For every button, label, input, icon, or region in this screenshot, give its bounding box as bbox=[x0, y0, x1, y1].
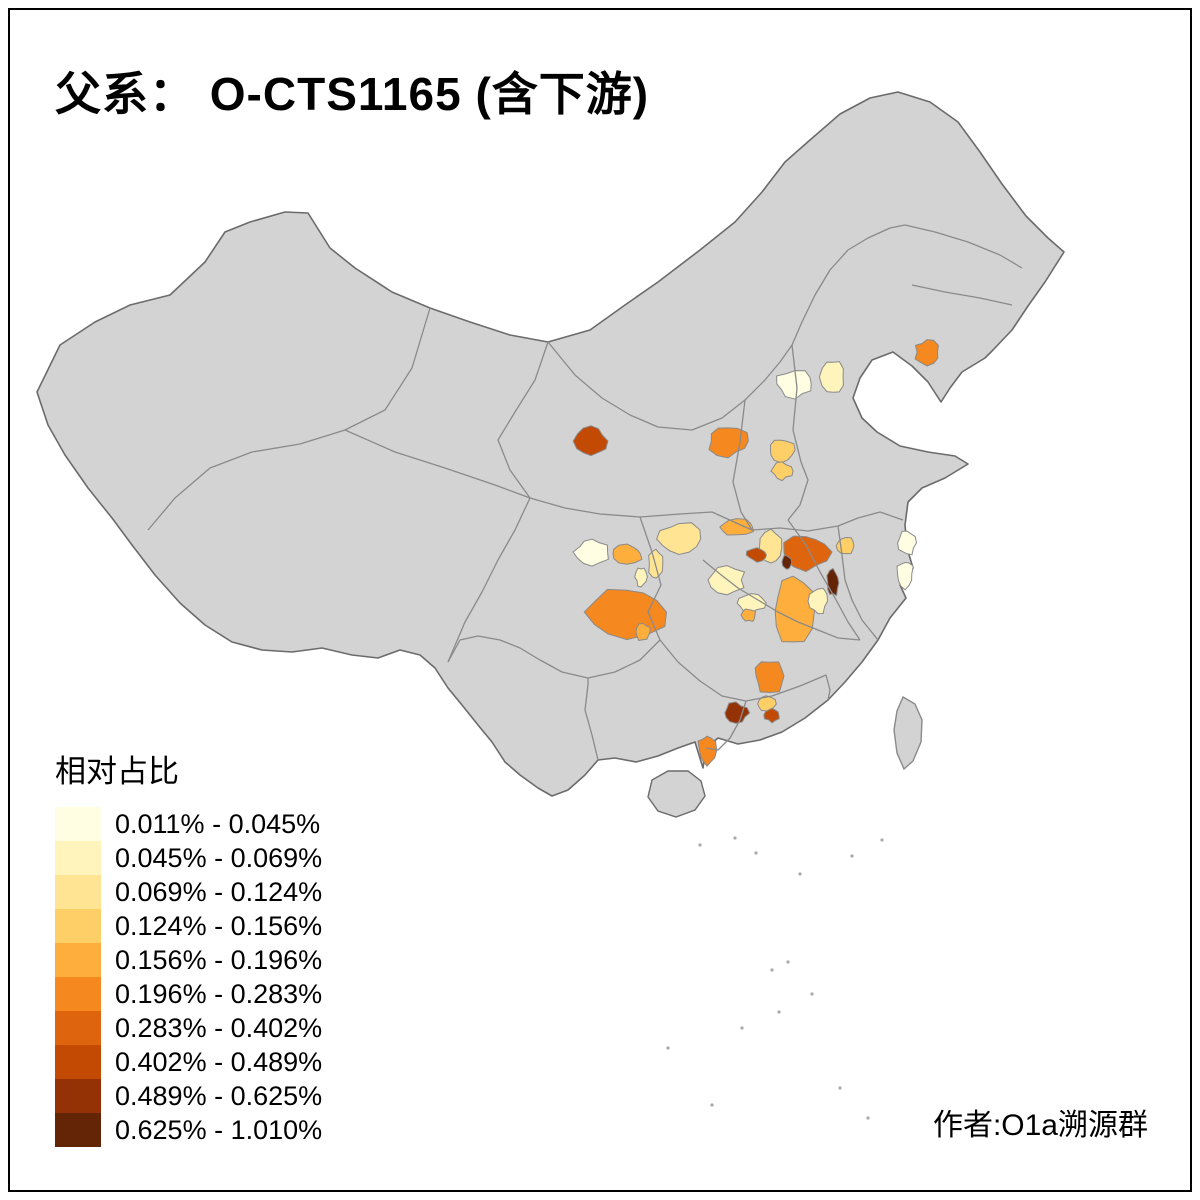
choropleth-region bbox=[897, 530, 918, 556]
choropleth-region bbox=[612, 543, 643, 565]
attribution: 作者:O1a溯源群 bbox=[932, 1109, 1148, 1142]
choropleth-region bbox=[572, 425, 609, 457]
legend-label: 0.156% - 0.196% bbox=[115, 945, 323, 975]
legend-label: 0.625% - 1.010% bbox=[115, 1115, 323, 1145]
choropleth-region bbox=[656, 522, 702, 556]
china-mainland-outline bbox=[36, 91, 1065, 797]
legend-swatch bbox=[55, 909, 101, 943]
legend-row: 0.625% - 1.010% bbox=[55, 1113, 385, 1147]
choropleth-region bbox=[770, 439, 796, 464]
legend-label: 0.124% - 0.156% bbox=[115, 911, 323, 941]
choropleth-region bbox=[914, 339, 939, 367]
legend-swatch bbox=[55, 977, 101, 1011]
hainan-island bbox=[647, 770, 706, 818]
legend-label: 0.489% - 0.625% bbox=[115, 1081, 323, 1111]
legend-swatch bbox=[55, 841, 101, 875]
choropleth-region bbox=[781, 554, 793, 570]
legend-swatch bbox=[55, 1011, 101, 1045]
legend-rows: 0.011% - 0.045% 0.045% - 0.069% 0.069% - 0… bbox=[55, 807, 385, 1147]
choropleth-region bbox=[763, 707, 780, 724]
legend-label: 0.283% - 0.402% bbox=[115, 1013, 323, 1043]
page-title: 父系： O-CTS1165 (含下游) bbox=[55, 68, 650, 120]
choropleth-region bbox=[697, 735, 718, 767]
legend-label: 0.045% - 0.069% bbox=[115, 843, 323, 873]
choropleth-region bbox=[776, 370, 812, 400]
choropleth-region bbox=[745, 547, 767, 563]
legend-title: 相对占比 bbox=[55, 754, 179, 789]
legend-label: 0.402% - 0.489% bbox=[115, 1047, 323, 1077]
choropleth-region bbox=[754, 661, 785, 694]
taiwan-island bbox=[893, 695, 923, 771]
legend-swatch bbox=[55, 807, 101, 841]
province-borders bbox=[147, 224, 1023, 761]
legend-swatch bbox=[55, 1045, 101, 1079]
legend-row: 0.124% - 0.156% bbox=[55, 909, 385, 943]
choropleth-region bbox=[770, 461, 794, 482]
choropleth-region bbox=[572, 538, 609, 567]
choropleth-region bbox=[707, 565, 746, 596]
legend-row: 0.045% - 0.069% bbox=[55, 841, 385, 875]
legend-swatch bbox=[55, 1113, 101, 1147]
legend-row: 0.489% - 0.625% bbox=[55, 1079, 385, 1113]
choropleth-region bbox=[807, 587, 829, 615]
legend-row: 0.402% - 0.489% bbox=[55, 1045, 385, 1079]
choropleth-region bbox=[634, 567, 648, 588]
legend-row: 0.196% - 0.283% bbox=[55, 977, 385, 1011]
legend-label: 0.011% - 0.045% bbox=[115, 809, 321, 839]
legend: 相对占比 0.011% - 0.045% 0.045% - 0.069% 0.069… bbox=[55, 746, 385, 1147]
choropleth-region bbox=[896, 561, 914, 591]
legend-row: 0.283% - 0.402% bbox=[55, 1011, 385, 1045]
legend-label: 0.196% - 0.283% bbox=[115, 979, 323, 1009]
legend-swatch bbox=[55, 943, 101, 977]
choropleth-region bbox=[736, 593, 767, 614]
choropleth-region bbox=[818, 361, 844, 393]
legend-row: 0.156% - 0.196% bbox=[55, 943, 385, 977]
legend-row: 0.011% - 0.045% bbox=[55, 807, 385, 841]
legend-swatch bbox=[55, 1079, 101, 1113]
island-dots bbox=[666, 836, 884, 1120]
legend-row: 0.069% - 0.124% bbox=[55, 875, 385, 909]
legend-swatch bbox=[55, 875, 101, 909]
choropleth-region bbox=[635, 622, 651, 641]
choropleth-region bbox=[719, 518, 755, 536]
legend-label: 0.069% - 0.124% bbox=[115, 877, 323, 907]
choropleth-region bbox=[740, 608, 757, 622]
